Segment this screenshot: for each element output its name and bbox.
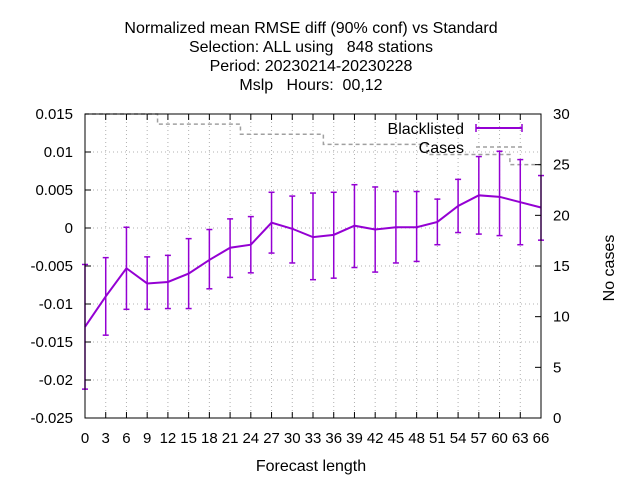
y2-tick-label: 25	[553, 157, 570, 174]
x-tick-label: 54	[450, 430, 467, 447]
legend: Blacklisted Cases	[388, 121, 523, 157]
y2-tick-label: 30	[553, 106, 570, 123]
y-tick-label: 0.015	[35, 106, 73, 123]
x-tick-label: 57	[470, 430, 487, 447]
legend-symbol-blacklisted	[475, 124, 523, 132]
x-tick-label: 24	[242, 430, 259, 447]
title-line-4: Mslp Hours: 00,12	[239, 77, 382, 94]
y-tick-label: -0.02	[39, 372, 73, 389]
title-line-3: Period: 20230214-20230228	[210, 58, 413, 75]
x-tick-label: 60	[491, 430, 508, 447]
error-bar	[496, 150, 503, 237]
y2-tick-label: 0	[553, 410, 561, 427]
y-tick-label: 0.01	[44, 144, 73, 161]
x-tick-label: 39	[346, 430, 363, 447]
chart-title: Normalized mean RMSE diff (90% conf) vs …	[124, 20, 497, 94]
x-tick-label: 12	[160, 430, 177, 447]
legend-label-cases: Cases	[419, 140, 464, 157]
x-tick-label: 66	[533, 430, 550, 447]
blacklisted-line	[84, 194, 542, 328]
y-tick-label: -0.015	[30, 334, 73, 351]
x-axis-label: Forecast length	[256, 458, 366, 475]
x-tick-label: 3	[102, 430, 110, 447]
x-tick-label: 27	[263, 430, 280, 447]
x-tick-label: 45	[388, 430, 405, 447]
y2-tick-label: 5	[553, 359, 561, 376]
x-tick-label: 6	[122, 430, 130, 447]
x-tick-label: 15	[180, 430, 197, 447]
x-tick-label: 63	[512, 430, 529, 447]
x-tick-label: 42	[367, 430, 384, 447]
x-tick-label: 30	[284, 430, 301, 447]
x-tick-label: 18	[201, 430, 218, 447]
y2-axis-label: No cases	[601, 235, 618, 302]
x-tick-label: 33	[305, 430, 322, 447]
cases-series	[85, 113, 541, 166]
x-tick-label: 21	[222, 430, 239, 447]
y2-tick-label: 15	[553, 258, 570, 275]
title-line-2: Selection: ALL using 848 stations	[189, 39, 433, 56]
axis-ticks: 0 3 6 9 12 15 18 21 24 27 30 33 36 39 42 45 48 51 54 57 60 63…	[30, 106, 569, 447]
x-tick-label: 51	[429, 430, 446, 447]
x-tick-label: 9	[143, 430, 151, 447]
y-tick-label: -0.005	[30, 258, 73, 275]
cases-line	[85, 113, 541, 166]
y-tick-label: -0.025	[30, 410, 73, 427]
y2-tick-label: 10	[553, 309, 570, 326]
x-tick-label: 48	[408, 430, 425, 447]
y2-tick-label: 20	[553, 207, 570, 224]
legend-label-blacklisted: Blacklisted	[388, 121, 464, 138]
x-tick-label: 36	[325, 430, 342, 447]
y-tick-label: 0.005	[35, 182, 73, 199]
title-line-1: Normalized mean RMSE diff (90% conf) vs …	[124, 20, 497, 37]
y-tick-label: 0	[65, 220, 73, 237]
y-tick-label: -0.01	[39, 296, 73, 313]
blacklisted-series	[82, 150, 544, 390]
x-tick-label: 0	[81, 430, 89, 447]
